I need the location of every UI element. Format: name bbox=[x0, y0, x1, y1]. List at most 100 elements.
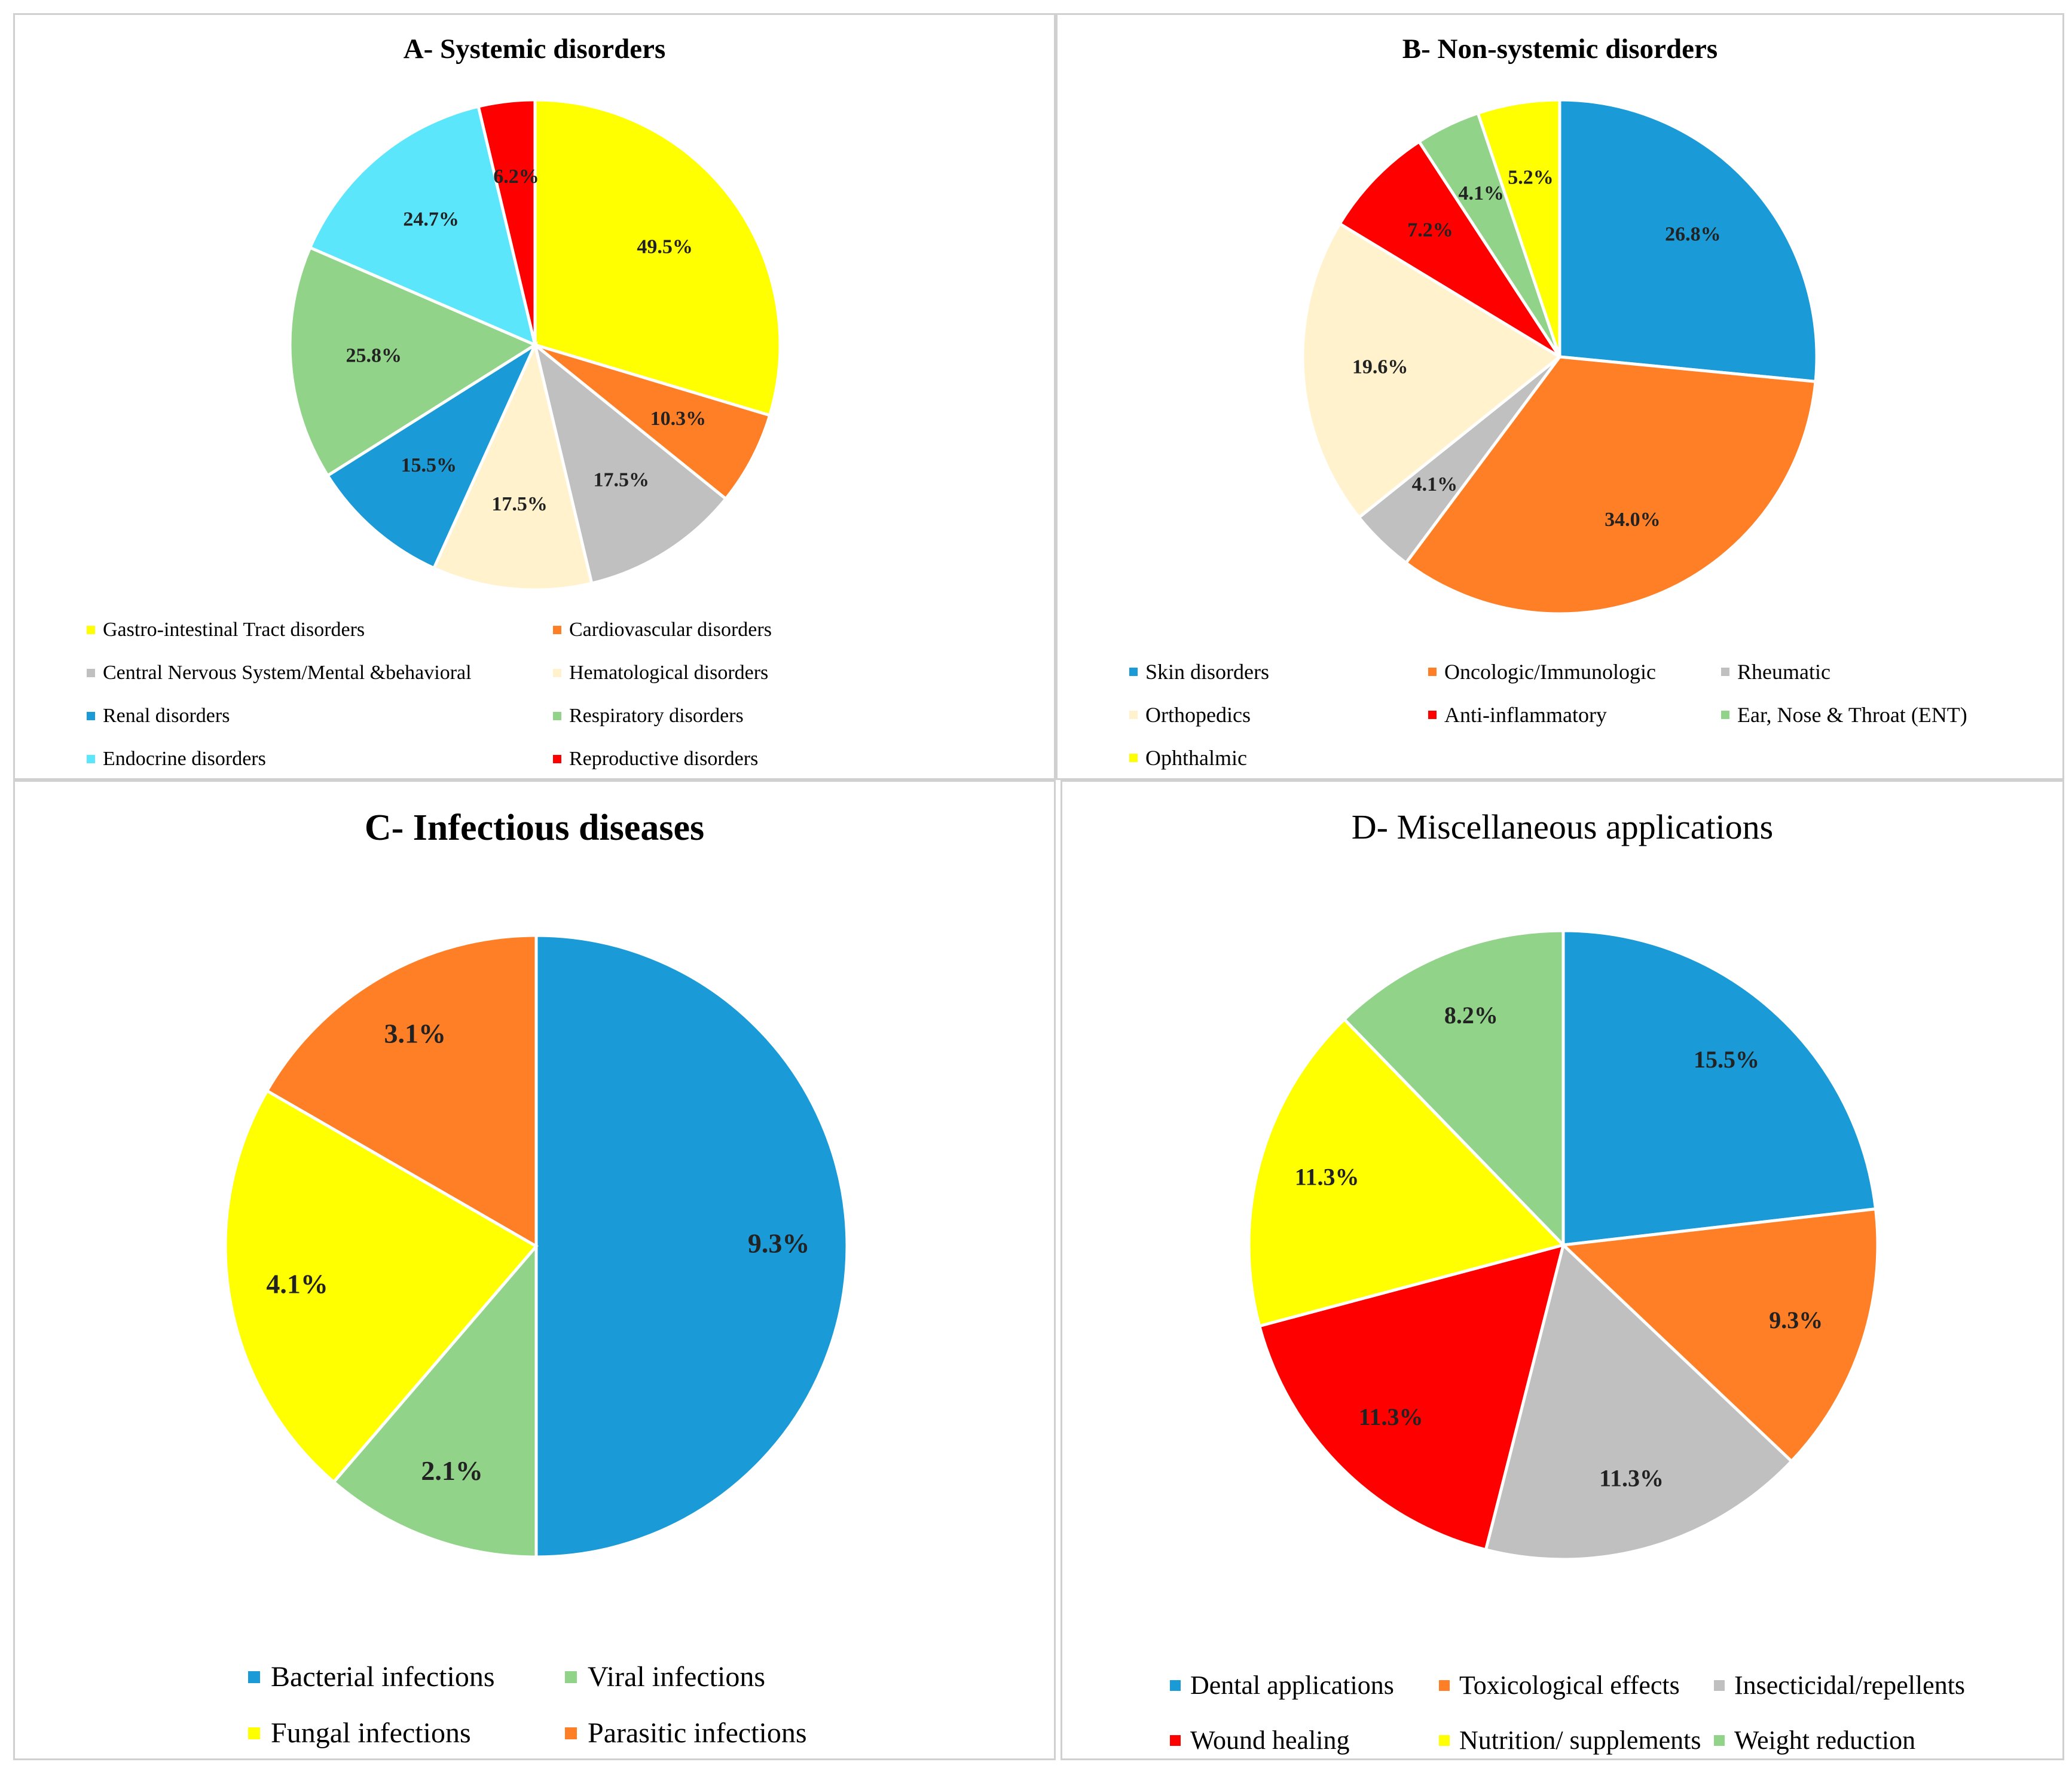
legend-item-viral-infections: Viral infections bbox=[565, 1660, 765, 1693]
legend-item-anti-inflammatory: Anti-inflammatory bbox=[1428, 702, 1607, 727]
data-label-weight-reduction: 8.2% bbox=[1444, 1002, 1498, 1029]
data-label-reproductive-disorders: 6.2% bbox=[493, 166, 539, 188]
legend-label: Bacterial infections bbox=[271, 1661, 495, 1693]
data-label-orthopedics: 19.6% bbox=[1352, 356, 1408, 378]
data-label-ophthalmic: 5.2% bbox=[1508, 167, 1554, 189]
legend-item-respiratory-disorders: Respiratory disorders bbox=[553, 705, 744, 727]
pie-slice-skin-disorders bbox=[1558, 98, 1819, 384]
legend-label: Wound healing bbox=[1190, 1726, 1350, 1755]
data-label-bacterial-infections: 9.3% bbox=[748, 1228, 810, 1259]
legend-swatch bbox=[553, 669, 561, 677]
legend-label: Skin disorders bbox=[1145, 660, 1269, 684]
legend-item-rheumatic: Rheumatic bbox=[1721, 659, 1830, 684]
legend-swatch bbox=[553, 712, 561, 720]
legend-label: Weight reduction bbox=[1734, 1726, 1916, 1755]
pie-slice-nutrition-supplements bbox=[1247, 1017, 1566, 1328]
data-label-cardiovascular-disorders: 10.3% bbox=[650, 408, 707, 430]
data-label-anti-inflammatory: 7.2% bbox=[1407, 219, 1453, 241]
legend-label: Endocrine disorders bbox=[103, 748, 266, 770]
data-label-rheumatic: 4.1% bbox=[1412, 473, 1458, 495]
pie-chart-miscellaneous: 15.5% 9.3% 11.3% 11.3% 11.3% 8.2% bbox=[1247, 929, 1880, 1561]
legend-item-gastro-intestinal-tract-disorders: Gastro-intestinal Tract disorders bbox=[87, 619, 365, 641]
legend-label: Parasitic infections bbox=[588, 1717, 807, 1749]
data-label-central-nervous-system-mental-behavioral: 17.5% bbox=[594, 469, 650, 491]
legend-label: Rheumatic bbox=[1737, 660, 1830, 684]
legend-item-hematological-disorders: Hematological disorders bbox=[553, 662, 768, 684]
legend-swatch bbox=[1129, 754, 1138, 762]
data-label-ear-nose-throat-ent: 4.1% bbox=[1459, 182, 1505, 204]
legend-item-wound-healing: Wound healing bbox=[1170, 1725, 1350, 1755]
legend-swatch bbox=[248, 1671, 260, 1683]
legend-label: Oncologic/Immunologic bbox=[1444, 660, 1656, 684]
legend-swatch bbox=[1439, 1735, 1450, 1746]
data-label-oncologic-immunologic: 34.0% bbox=[1605, 509, 1661, 531]
legend-item-renal-disorders: Renal disorders bbox=[87, 705, 230, 727]
legend-item-fungal-infections: Fungal infections bbox=[248, 1717, 471, 1749]
legend-item-bacterial-infections: Bacterial infections bbox=[248, 1660, 495, 1693]
legend-swatch bbox=[248, 1727, 260, 1739]
legend-label: Insecticidal/repellents bbox=[1734, 1671, 1966, 1700]
pie-slice-weight-reduction bbox=[1342, 929, 1565, 1249]
pie-slice-wound-healing bbox=[1257, 1243, 1566, 1552]
legend-item-toxicological-effects: Toxicological effects bbox=[1439, 1670, 1680, 1700]
legend-label: Toxicological effects bbox=[1459, 1671, 1680, 1700]
pie-chart-non-systemic: 26.8%34.0%4.1%19.6%7.2%4.1%5.2% bbox=[1301, 98, 1819, 616]
legend-item-dental-applications: Dental applications bbox=[1170, 1670, 1394, 1700]
data-label-gastro-intestinal-tract-disorders: 49.5% bbox=[637, 235, 693, 258]
legend-swatch bbox=[553, 755, 561, 763]
legend-label: Ear, Nose & Throat (ENT) bbox=[1737, 703, 1967, 727]
pie-slice-cardiovascular-disorders bbox=[534, 343, 772, 501]
legend-item-endocrine-disorders: Endocrine disorders bbox=[87, 748, 266, 770]
pie-slice-endocrine-disorders bbox=[308, 105, 537, 348]
pie-slice-respiratory-disorders bbox=[288, 245, 539, 478]
chart-title: B- Non-systemic disorders bbox=[1402, 33, 1718, 65]
legend-item-weight-reduction: Weight reduction bbox=[1714, 1725, 1915, 1755]
pie-slice-orthopedics bbox=[1301, 221, 1563, 520]
legend-item-skin-disorders: Skin disorders bbox=[1129, 659, 1269, 684]
legend: Skin disorders Oncologic/Immunologic Rheum… bbox=[1058, 15, 2062, 778]
panel-a-systemic: A- Systemic disorders 49.5% 10.3% 17.5% 17.… bbox=[13, 13, 1056, 780]
legend-swatch bbox=[1714, 1735, 1725, 1746]
legend-item-ophthalmic: Ophthalmic bbox=[1129, 745, 1247, 770]
legend: Dental applications Toxicological effects… bbox=[1062, 782, 2062, 1758]
legend-swatch bbox=[87, 626, 95, 634]
data-label-wound-healing: 11.3% bbox=[1359, 1403, 1423, 1430]
pie-slice-insecticidal-repellents bbox=[1484, 1242, 1794, 1561]
legend-swatch bbox=[1428, 711, 1437, 719]
panel-d-miscellaneous: D- Miscellaneous applications 15.5% 9.3% 1… bbox=[1061, 780, 2064, 1760]
legend-label: Respiratory disorders bbox=[569, 705, 744, 727]
legend: Bacterial infections Viral infections Fung… bbox=[15, 782, 1054, 1758]
legend-swatch bbox=[565, 1671, 577, 1683]
pie-slice-hematological-disorders bbox=[432, 340, 594, 592]
legend-label: Hematological disorders bbox=[569, 662, 769, 684]
legend-label: Viral infections bbox=[588, 1661, 766, 1693]
legend-swatch bbox=[1439, 1680, 1450, 1691]
legend-swatch bbox=[1428, 668, 1437, 676]
data-label-viral-infections: 2.1% bbox=[421, 1455, 483, 1486]
legend-label: Nutrition/ supplements bbox=[1459, 1726, 1701, 1755]
pie-slice-toxicological-effects bbox=[1560, 1207, 1880, 1464]
legend-label: Dental applications bbox=[1190, 1671, 1394, 1700]
data-label-respiratory-disorders: 25.8% bbox=[346, 345, 402, 367]
pie-slice-oncologic-immunologic bbox=[1404, 355, 1817, 616]
data-label-dental-applications: 15.5% bbox=[1694, 1046, 1759, 1073]
legend-swatch bbox=[1170, 1735, 1181, 1746]
legend-item-oncologic-immunologic: Oncologic/Immunologic bbox=[1428, 659, 1656, 684]
pie-slice-ophthalmic bbox=[1476, 98, 1561, 357]
legend-item-parasitic-infections: Parasitic infections bbox=[565, 1717, 807, 1749]
pie-slice-fungal-infections bbox=[224, 1088, 539, 1485]
chart-title: C- Infectious diseases bbox=[364, 807, 705, 848]
legend-label: Cardiovascular disorders bbox=[569, 619, 772, 641]
legend-item-ear-nose-throat-ent: Ear, Nose & Throat (ENT) bbox=[1721, 702, 1967, 727]
pie-slice-anti-inflammatory bbox=[1337, 139, 1561, 359]
data-label-nutrition-supplements: 11.3% bbox=[1295, 1164, 1359, 1191]
legend-label: Central Nervous System/Mental &behaviora… bbox=[103, 662, 472, 684]
data-label-parasitic-infections: 3.1% bbox=[384, 1018, 446, 1048]
pie-slice-reproductive-disorders bbox=[476, 98, 537, 345]
legend: Gastro-intestinal Tract disorders Cardiov… bbox=[15, 15, 1054, 778]
legend-label: Orthopedics bbox=[1145, 703, 1251, 727]
pie-slice-renal-disorders bbox=[325, 341, 539, 570]
legend-swatch bbox=[1129, 711, 1138, 719]
legend-item-cardiovascular-disorders: Cardiovascular disorders bbox=[553, 619, 772, 641]
pie-slice-dental-applications bbox=[1561, 929, 1878, 1247]
